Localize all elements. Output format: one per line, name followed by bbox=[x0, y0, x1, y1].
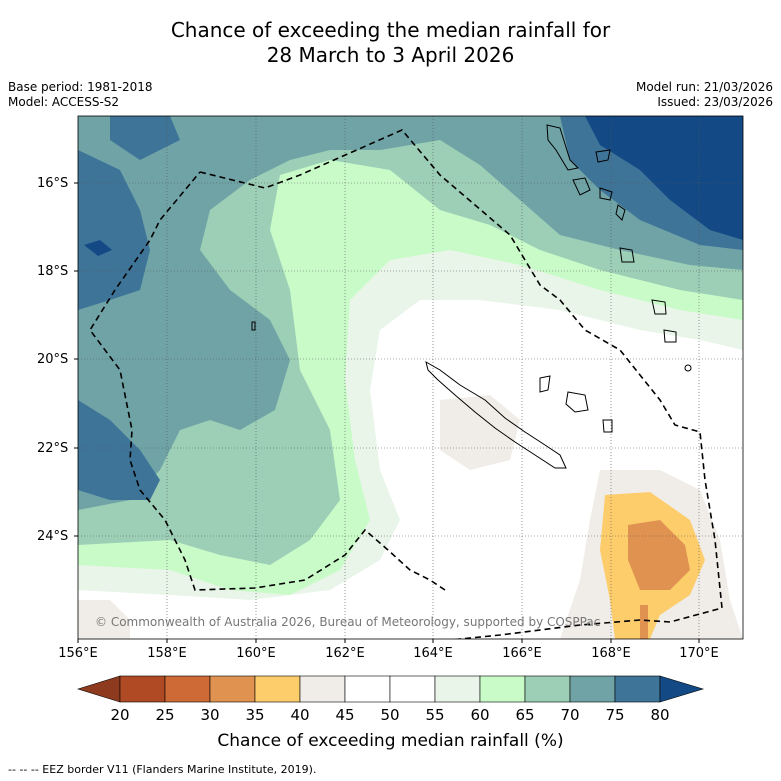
colorbar-tick-label: 75 bbox=[605, 706, 625, 724]
colorbar-tick-label: 45 bbox=[335, 706, 355, 724]
colorbar-tick-label: 70 bbox=[560, 706, 580, 724]
issued-date: Issued: 23/03/2026 bbox=[657, 95, 773, 109]
colorbar-segment bbox=[434, 675, 481, 703]
copyright-text: © Commonwealth of Australia 2026, Bureau… bbox=[95, 615, 600, 629]
meta-left: Base period: 1981-2018 Model: ACCESS-S2 bbox=[8, 80, 153, 110]
colorbar-segment bbox=[389, 675, 436, 703]
title-line-2: 28 March to 3 April 2026 bbox=[266, 43, 515, 67]
colorbar-tick-label: 80 bbox=[650, 706, 670, 724]
lon-label-168e: 168°E bbox=[591, 646, 631, 661]
colorbar-label: Chance of exceeding median rainfall (%) bbox=[217, 731, 564, 751]
lon-label-158e: 158°E bbox=[147, 646, 187, 661]
lon-label-162e: 162°E bbox=[325, 646, 365, 661]
lon-label-156e: 156°E bbox=[58, 646, 98, 661]
eez-footnote: -- -- -- EEZ border V11 (Flanders Marine… bbox=[8, 763, 317, 776]
title-line-1: Chance of exceeding the median rainfall … bbox=[170, 18, 611, 42]
colorbar bbox=[76, 675, 705, 703]
colorbar-segment bbox=[119, 675, 166, 703]
colorbar-under-arrow bbox=[76, 675, 121, 703]
meta-right: Model run: 21/03/2026 Issued: 23/03/2026 bbox=[636, 80, 773, 110]
map-title: Chance of exceeding the median rainfall … bbox=[0, 18, 781, 68]
colorbar-tick-label: 65 bbox=[515, 706, 535, 724]
base-period: Base period: 1981-2018 bbox=[8, 80, 153, 94]
colorbar-tick-label: 20 bbox=[110, 706, 130, 724]
colorbar-tick-label: 30 bbox=[200, 706, 220, 724]
lon-label-160e: 160°E bbox=[236, 646, 276, 661]
colorbar-tick-label: 35 bbox=[245, 706, 265, 724]
lon-label-164e: 164°E bbox=[413, 646, 453, 661]
lon-label-166e: 166°E bbox=[502, 646, 542, 661]
colorbar-segment bbox=[299, 675, 346, 703]
lat-label-24s: 24°S bbox=[37, 529, 69, 544]
lon-label-170e: 170°E bbox=[679, 646, 719, 661]
colorbar-segment bbox=[164, 675, 211, 703]
rainfall-map bbox=[78, 116, 743, 639]
colorbar-segment bbox=[569, 675, 616, 703]
colorbar-over-arrow bbox=[659, 675, 705, 703]
model-run: Model run: 21/03/2026 bbox=[635, 80, 773, 94]
lat-label-22s: 22°S bbox=[37, 441, 69, 456]
colorbar-segment bbox=[614, 675, 661, 703]
eez-border bbox=[89, 129, 723, 639]
map-frame bbox=[77, 115, 744, 640]
colorbar-segment bbox=[344, 675, 391, 703]
colorbar-segment bbox=[479, 675, 526, 703]
colorbar-tick-label: 40 bbox=[290, 706, 310, 724]
colorbar-tick-label: 60 bbox=[470, 706, 490, 724]
lat-label-20s: 20°S bbox=[37, 352, 69, 367]
colorbar-tick-label: 25 bbox=[155, 706, 175, 724]
lat-label-18s: 18°S bbox=[37, 264, 69, 279]
colorbar-segment bbox=[254, 675, 301, 703]
lat-label-16s: 16°S bbox=[37, 176, 69, 191]
colorbar-tick-label: 50 bbox=[380, 706, 400, 724]
colorbar-segment bbox=[524, 675, 571, 703]
model-name: Model: ACCESS-S2 bbox=[8, 95, 120, 109]
colorbar-tick-label: 55 bbox=[425, 706, 445, 724]
new-caledonia-coastline bbox=[425, 360, 567, 469]
colorbar-segment bbox=[209, 675, 256, 703]
